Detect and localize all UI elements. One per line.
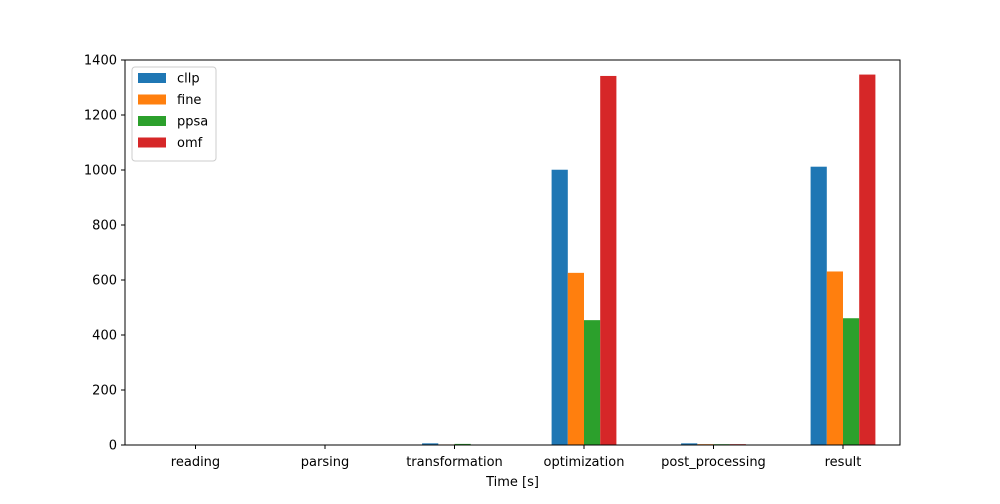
plot-frame <box>125 60 900 445</box>
x-tick-label: reading <box>171 455 220 470</box>
y-tick-label: 600 <box>92 274 117 289</box>
bar-cllp-result <box>811 167 827 445</box>
legend-label-ppsa: ppsa <box>177 115 208 130</box>
legend-swatch-ppsa <box>138 116 166 126</box>
y-tick-label: 1000 <box>84 164 117 179</box>
bar-ppsa-optimization <box>584 320 600 445</box>
x-tick-label: parsing <box>301 455 349 470</box>
y-axis: 0 200 400 600 800 1000 1200 1400 <box>84 54 125 454</box>
legend-label-fine: fine <box>177 93 201 108</box>
y-tick-label: 1400 <box>84 54 117 69</box>
legend: cllp fine ppsa omf <box>132 67 216 161</box>
bar-cllp-optimization <box>552 170 568 445</box>
bars-layer <box>163 75 875 445</box>
legend-label-cllp: cllp <box>177 72 200 87</box>
legend-swatch-cllp <box>138 73 166 83</box>
x-tick-label: post_processing <box>661 455 766 470</box>
legend-label-omf: omf <box>177 136 203 151</box>
bar-fine-result <box>827 271 843 445</box>
bar-omf-optimization <box>600 76 616 445</box>
y-tick-label: 400 <box>92 329 117 344</box>
x-tick-label: result <box>825 455 862 470</box>
bar-omf-result <box>859 75 875 445</box>
y-tick-label: 1200 <box>84 109 117 124</box>
bar-fine-optimization <box>568 273 584 445</box>
legend-swatch-omf <box>138 138 166 148</box>
x-tick-label: transformation <box>406 455 503 470</box>
y-tick-label: 200 <box>92 384 117 399</box>
bar-ppsa-result <box>843 318 859 445</box>
x-tick-label: optimization <box>544 455 625 470</box>
y-tick-label: 0 <box>109 439 117 454</box>
legend-swatch-fine <box>138 95 166 105</box>
x-axis-title: Time [s] <box>485 475 539 490</box>
y-tick-label: 800 <box>92 219 117 234</box>
x-axis: reading parsing transformation optimization… <box>171 445 862 470</box>
